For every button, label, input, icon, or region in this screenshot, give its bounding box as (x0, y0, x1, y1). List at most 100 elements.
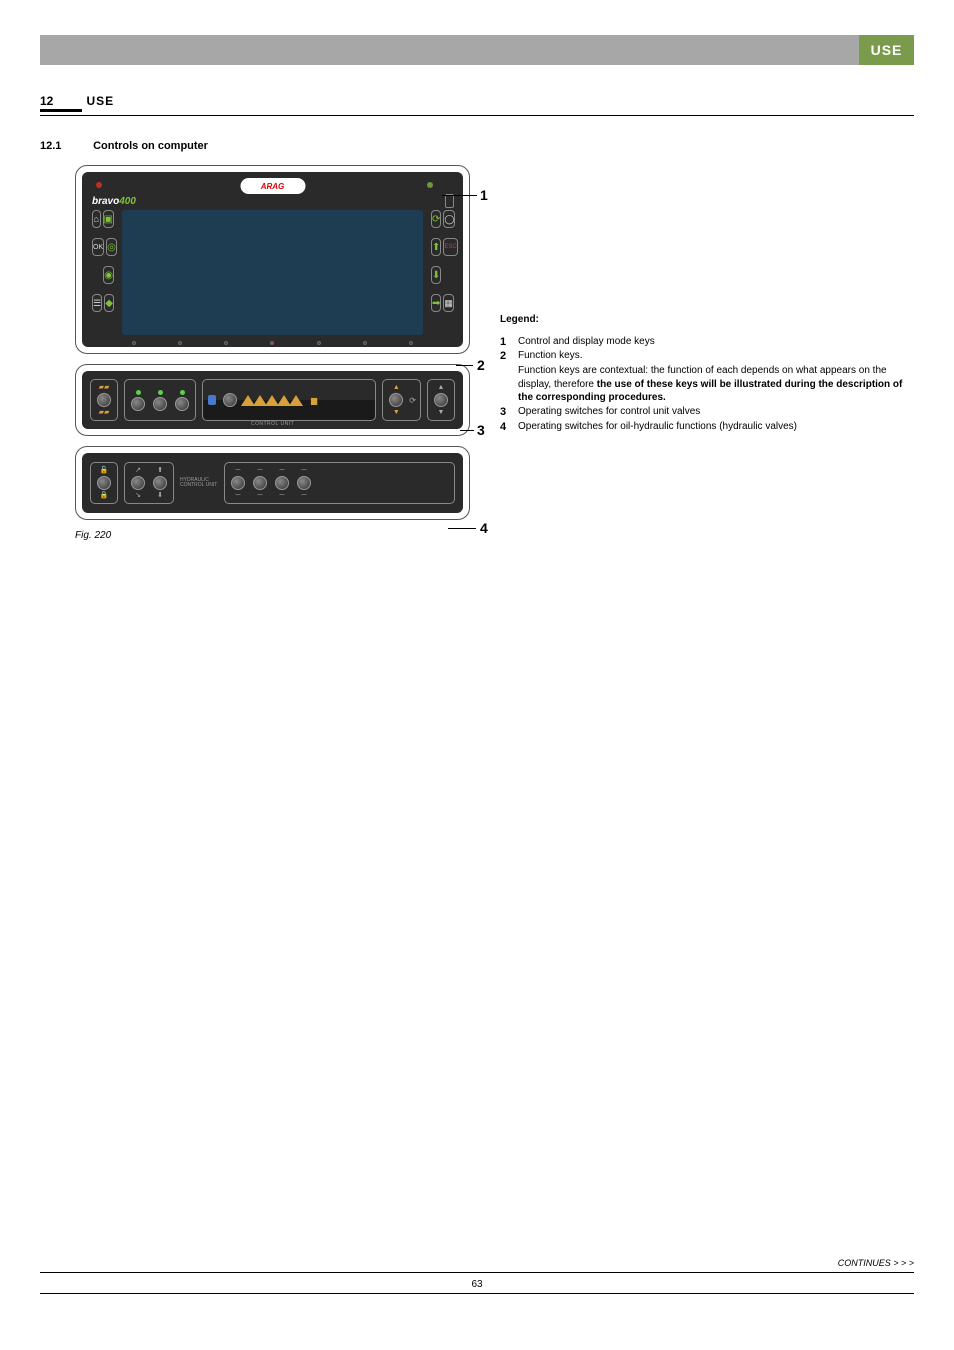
esc-button[interactable]: ESC (443, 238, 457, 256)
legend-text: Operating switches for control unit valv… (518, 405, 904, 420)
display-unit-frame: ARAG bravo400 ⌂ ▣ OK ◎ ◉ (75, 165, 470, 354)
indicator-led-icon (409, 341, 413, 345)
legend-title: Legend: (500, 313, 904, 327)
f2-button[interactable]: ⟳ (431, 210, 441, 228)
section-header: 12 USE (40, 92, 914, 116)
func-button[interactable]: ▦ (443, 294, 454, 312)
page-under-rule (40, 1293, 914, 1294)
spray-icon (243, 395, 303, 406)
section-toggle-2[interactable] (151, 390, 169, 411)
legend-item: 4 Operating switches for oil-hydraulic f… (500, 420, 904, 435)
subsection-title: Controls on computer (93, 140, 208, 152)
top-banner: USE (40, 35, 914, 65)
legend-item: 1 Control and display mode keys (500, 335, 904, 350)
subsection-number: 12.1 (40, 140, 90, 152)
f6-button[interactable]: ⬇ (431, 266, 441, 284)
legend-num: 4 (500, 420, 518, 435)
section-badge: USE (859, 35, 914, 65)
home-button[interactable]: ⌂ (92, 210, 101, 228)
callout-line (456, 365, 473, 366)
f1-button[interactable]: ▣ (103, 210, 114, 228)
section-switch-group (124, 379, 196, 421)
figure-caption: Fig. 220 (75, 530, 470, 541)
rate-switch-group: ▲ ▼ ⟳ (382, 379, 421, 421)
legend-num: 1 (500, 335, 518, 350)
left-key-column: ⌂ ▣ OK ◎ ◉ ☰ ◆ (92, 210, 114, 322)
control-unit-panel: ▰▰ ▰▰ ▆ ▲ (82, 371, 463, 429)
boom-switch-group: ↗ ↘ ⬆ ⬇ (124, 462, 174, 504)
legend-num: 2 (500, 349, 518, 364)
indicator-led-icon (224, 341, 228, 345)
legend: Legend: 1 Control and display mode keys … (500, 313, 904, 434)
rate-toggle[interactable]: ▲ ▼ (387, 384, 405, 416)
lock-toggle[interactable]: 🔓 🔒 (95, 467, 113, 499)
callout-4: 4 (480, 520, 488, 536)
hydraulic-unit-panel: 🔓 🔒 ↗ ↘ ⬆ ⬇ HYDRAULIC CONTROL UNIT (82, 453, 463, 513)
figure-area: ARAG bravo400 ⌂ ▣ OK ◎ ◉ (75, 165, 470, 541)
right-key-column: ⟳ ◯ ⬆ ESC ⬇ ➡ ▦ (431, 210, 453, 322)
nozzle-icon (207, 395, 217, 405)
f7-button[interactable]: ◆ (104, 294, 114, 312)
legend-text: Operating switches for oil-hydraulic fun… (518, 420, 904, 435)
aux-switch-group: ▲ ▼ (427, 379, 455, 421)
f4-button[interactable]: ⬆ (431, 238, 441, 256)
indicator-strip (132, 341, 413, 345)
aux-toggle[interactable]: ▲ ▼ (432, 384, 450, 416)
brand-logo: ARAG (240, 178, 305, 194)
callout-1: 1 (480, 187, 488, 203)
legend-item: 2 Function keys. (500, 349, 904, 364)
footer-rule (40, 1272, 914, 1273)
model-label: bravo400 (92, 196, 136, 207)
ok-button[interactable]: OK (92, 238, 104, 256)
lock-switch-group: 🔓 🔒 (90, 462, 118, 504)
legend-item: 3 Operating switches for control unit va… (500, 405, 904, 420)
control-unit-label: CONTROL UNIT (251, 421, 294, 427)
nozzle-toggle[interactable] (221, 393, 239, 407)
hydraulic-unit-label: HYDRAULIC CONTROL UNIT (180, 478, 218, 489)
usb-port-icon (445, 194, 454, 208)
section-title: USE (86, 94, 114, 108)
continues-text: CONTINUES > > > (838, 1258, 914, 1268)
auto-button[interactable]: ◯ (443, 210, 455, 228)
legend-text: Function keys. (518, 349, 904, 364)
nozzle-select-group: ▆ (202, 379, 376, 421)
hydraulic-unit-frame: 🔓 🔒 ↗ ↘ ⬆ ⬇ HYDRAULIC CONTROL UNIT (75, 446, 470, 520)
hyd-toggle-4[interactable]: ── (295, 467, 313, 499)
hyd-toggle-2[interactable]: ── (251, 467, 269, 499)
boom-left-toggle[interactable]: ↗ ↘ (129, 467, 147, 499)
main-toggle[interactable]: ▰▰ ▰▰ (95, 384, 113, 416)
power-led-icon (96, 182, 102, 188)
subsection-header: 12.1 Controls on computer (40, 140, 914, 152)
status-led-icon (427, 182, 433, 188)
f8-button[interactable]: ➡ (431, 294, 441, 312)
hydraulic-aux-group: ── ── ── ── (224, 462, 455, 504)
indicator-led-icon (270, 341, 274, 345)
callout-line (442, 195, 477, 196)
callout-3: 3 (477, 422, 485, 438)
page-number: 63 (471, 1279, 482, 1290)
boom-right-toggle[interactable]: ⬆ ⬇ (151, 467, 169, 499)
display-unit: ARAG bravo400 ⌂ ▣ OK ◎ ◉ (82, 172, 463, 347)
legend-note: Function keys are contextual: the functi… (500, 364, 904, 405)
section-toggle-1[interactable] (129, 390, 147, 411)
indicator-led-icon (178, 341, 182, 345)
control-unit-frame: ▰▰ ▰▰ ▆ ▲ (75, 364, 470, 436)
legend-num: 3 (500, 405, 518, 420)
callout-2: 2 (477, 357, 485, 373)
legend-text: Control and display mode keys (518, 335, 904, 350)
main-switch-group: ▰▰ ▰▰ (90, 379, 118, 421)
indicator-led-icon (317, 341, 321, 345)
f3-button[interactable]: ◎ (106, 238, 117, 256)
rate-icon: ⟳ (409, 396, 416, 405)
callout-line (448, 528, 476, 529)
indicator-led-icon (132, 341, 136, 345)
tractor-icon: ▆ (311, 396, 317, 405)
section-toggle-3[interactable] (173, 390, 191, 411)
hyd-toggle-3[interactable]: ── (273, 467, 291, 499)
menu-button[interactable]: ☰ (92, 294, 102, 312)
callout-line (460, 430, 474, 431)
indicator-led-icon (363, 341, 367, 345)
section-number: 12 (40, 94, 82, 112)
hyd-toggle-1[interactable]: ── (229, 467, 247, 499)
f5-button[interactable]: ◉ (103, 266, 114, 284)
